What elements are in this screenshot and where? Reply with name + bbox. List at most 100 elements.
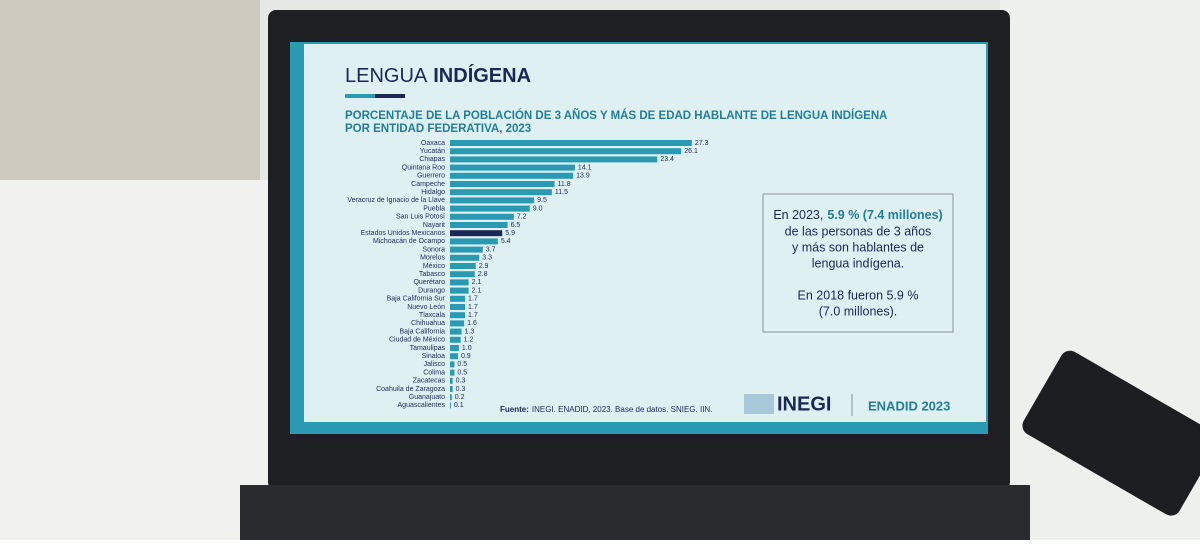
value-label: 3.3 bbox=[482, 255, 492, 262]
bar bbox=[450, 361, 455, 368]
category-label: Zacatecas bbox=[413, 378, 446, 385]
category-label: Querétaro bbox=[413, 279, 445, 286]
value-label: 6.5 bbox=[511, 222, 521, 229]
value-label: 11.8 bbox=[558, 181, 571, 188]
bar bbox=[450, 181, 555, 187]
bar bbox=[450, 304, 466, 310]
value-label: 0.3 bbox=[456, 378, 466, 385]
category-label: Veracruz de Ignacio de la Llave bbox=[347, 197, 445, 204]
category-label: Tabasco bbox=[419, 271, 445, 278]
value-label: 7.2 bbox=[517, 214, 527, 221]
value-label: 1.7 bbox=[468, 304, 478, 311]
bar bbox=[450, 140, 692, 146]
note-line: En 2018 fueron 5.9 % bbox=[798, 288, 919, 302]
category-label: Campeche bbox=[411, 181, 445, 188]
value-label: 2.8 bbox=[478, 271, 488, 278]
category-label: Morelos bbox=[420, 255, 445, 262]
category-label: Estados Unidos Mexicanos bbox=[361, 230, 446, 237]
keyboard bbox=[240, 485, 1030, 540]
slide bbox=[304, 44, 986, 422]
category-label: Coahuila de Zaragoza bbox=[376, 386, 445, 393]
bar bbox=[450, 222, 508, 228]
note-line: de las personas de 3 años bbox=[785, 224, 932, 238]
bar bbox=[450, 345, 459, 351]
bar bbox=[450, 394, 452, 401]
value-label: 2.1 bbox=[472, 287, 482, 294]
note-box bbox=[762, 193, 954, 333]
subtitle: POR ENTIDAD FEDERATIVA, 2023 bbox=[345, 123, 531, 135]
bar bbox=[450, 148, 682, 155]
survey: ENADID 2023 bbox=[868, 398, 950, 413]
value-label: 5.9 bbox=[505, 230, 515, 237]
bar bbox=[450, 189, 552, 196]
category-label: Guanajuato bbox=[409, 394, 445, 401]
value-label: 1.6 bbox=[467, 320, 477, 327]
bar bbox=[450, 279, 469, 286]
category-label: Ciudad de México bbox=[389, 337, 445, 344]
bar bbox=[450, 312, 466, 319]
value-label: 0.1 bbox=[454, 402, 464, 409]
bar-chart: Oaxaca 27.3 Yucatán 26.1 Chiapas 23.4 Quintana… bbox=[347, 140, 708, 409]
bar bbox=[450, 369, 455, 376]
logo-mark bbox=[744, 394, 774, 414]
note-line: lengua indígena. bbox=[812, 256, 904, 270]
category-label: Oaxaca bbox=[421, 140, 445, 147]
value-label: 1.3 bbox=[465, 328, 475, 335]
value-label: 0.5 bbox=[457, 361, 467, 368]
bar bbox=[450, 402, 451, 409]
value-label: 23.4 bbox=[660, 156, 674, 163]
category-label: Quintana Roo bbox=[402, 164, 445, 171]
category-label: México bbox=[423, 263, 445, 270]
title: LENGUA INDÍGENA bbox=[345, 64, 531, 87]
bar bbox=[450, 377, 453, 384]
value-label: 2.9 bbox=[479, 263, 489, 270]
category-label: Colima bbox=[423, 369, 445, 376]
value-label: 3.7 bbox=[486, 246, 496, 253]
category-label: Sinaloa bbox=[422, 353, 445, 360]
bar bbox=[450, 328, 462, 335]
value-label: 9.0 bbox=[533, 205, 543, 212]
bar bbox=[450, 320, 465, 327]
bar bbox=[450, 287, 469, 294]
value-label: 0.2 bbox=[455, 394, 465, 401]
value-label: 11.5 bbox=[555, 189, 568, 196]
category-label: Sonora bbox=[422, 246, 445, 253]
subtitle: PORCENTAJE DE LA POBLACIÓN DE 3 AÑOS Y M… bbox=[345, 109, 887, 122]
value-label: 27.3 bbox=[695, 140, 709, 147]
note-line: En 2023, 5.9 % (7.4 millones) bbox=[773, 208, 942, 222]
category-label: Chihuahua bbox=[411, 320, 445, 327]
bar bbox=[450, 295, 466, 302]
value-label: 14.1 bbox=[578, 164, 592, 171]
bar bbox=[450, 197, 535, 204]
category-label: Baja California Sur bbox=[387, 296, 446, 303]
title-accent bbox=[375, 94, 405, 98]
category-label: Guerrero bbox=[417, 173, 445, 180]
value-label: 0.3 bbox=[456, 386, 466, 393]
value-label: 5.4 bbox=[501, 238, 511, 245]
bar bbox=[450, 213, 514, 220]
category-label: Durango bbox=[418, 287, 445, 294]
bar bbox=[450, 172, 574, 179]
bar bbox=[450, 238, 498, 245]
category-label: Tamaulipas bbox=[410, 345, 446, 352]
phone bbox=[1022, 350, 1200, 516]
category-label: Michoacán de Ocampo bbox=[373, 238, 445, 245]
bar bbox=[450, 263, 476, 269]
bar bbox=[450, 205, 530, 212]
bar bbox=[450, 156, 658, 163]
value-label: 0.9 bbox=[461, 353, 471, 360]
table-left bbox=[0, 180, 270, 540]
bar bbox=[450, 230, 503, 237]
category-label: Tlaxcala bbox=[419, 312, 445, 319]
category-label: San Luis Potosí bbox=[396, 214, 445, 221]
logo: INEGI bbox=[777, 393, 831, 415]
value-label: 1.7 bbox=[468, 296, 478, 303]
bar bbox=[450, 353, 458, 360]
category-label: Yucatán bbox=[420, 148, 445, 155]
category-label: Chiapas bbox=[419, 156, 445, 163]
value-label: 13.9 bbox=[576, 173, 590, 180]
category-label: Aguascalientes bbox=[398, 402, 446, 409]
value-label: 26.1 bbox=[684, 148, 698, 155]
source: Fuente: INEGI. ENADID, 2023. Base de dato… bbox=[500, 405, 712, 414]
bar bbox=[450, 254, 480, 261]
